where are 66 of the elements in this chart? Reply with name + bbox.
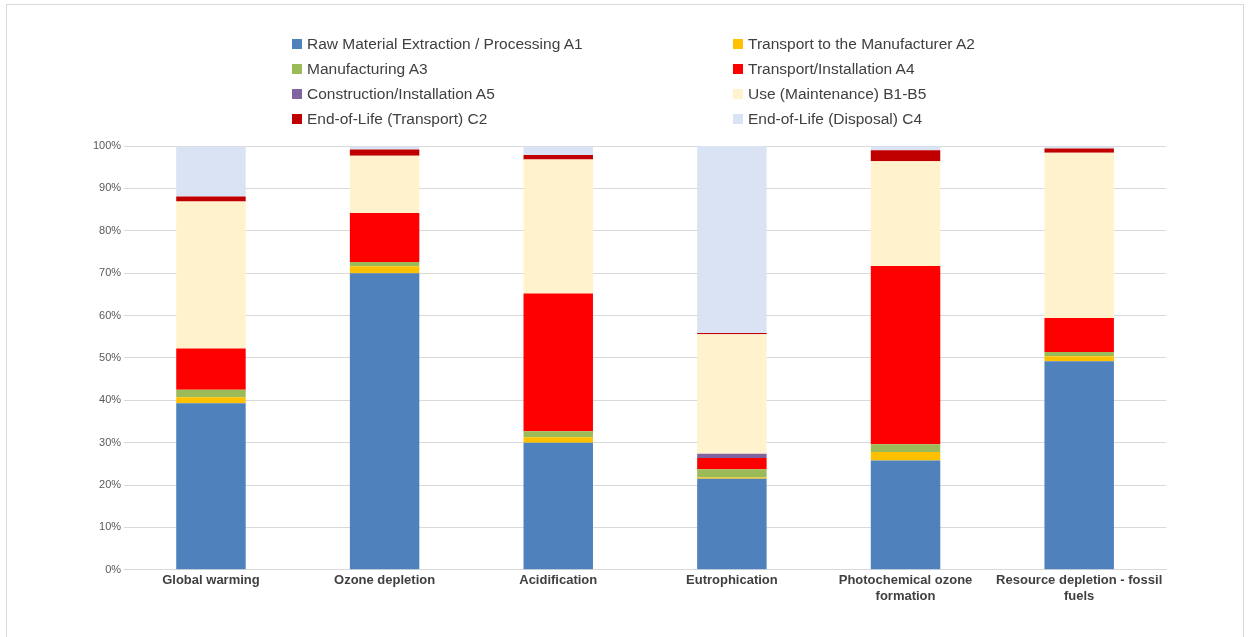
bar <box>176 389 246 398</box>
x-tick-label: Global warming <box>162 572 260 588</box>
bar <box>523 293 593 432</box>
bar <box>1044 148 1114 153</box>
bar <box>870 444 941 452</box>
bar <box>870 460 941 570</box>
bar <box>523 442 593 570</box>
bar <box>349 262 420 267</box>
bar <box>523 146 593 155</box>
bar <box>523 437 593 443</box>
bar <box>697 146 767 333</box>
bar <box>176 403 246 570</box>
y-tick-label: 40% <box>99 393 122 406</box>
bar <box>870 146 941 151</box>
y-tick-label: 100% <box>92 139 122 152</box>
y-tick-label: 60% <box>99 308 122 321</box>
legend-label: Raw Material Extraction / Processing A1 <box>307 35 583 53</box>
bar <box>349 212 420 263</box>
y-tick-label: 70% <box>99 266 122 279</box>
y-tick-label: 30% <box>99 435 122 448</box>
y-tick-label: 50% <box>99 350 122 363</box>
bar <box>523 431 593 438</box>
bar <box>1044 152 1114 319</box>
y-tick-label: 80% <box>99 223 122 236</box>
bar <box>349 266 420 274</box>
bar <box>1044 318 1114 352</box>
legend-label: Construction/Installation A5 <box>307 85 495 103</box>
bar <box>176 201 246 349</box>
bar <box>176 348 246 390</box>
bar <box>176 146 246 197</box>
bar <box>1044 361 1114 570</box>
bar <box>523 159 593 294</box>
y-tick-label: 20% <box>99 478 122 491</box>
bar <box>523 154 593 160</box>
bar <box>870 451 941 461</box>
x-tick-label: Photochemical ozone formation <box>838 572 973 603</box>
bar <box>697 469 767 478</box>
legend-label: End-of-Life (Disposal) C4 <box>748 110 923 128</box>
bar <box>697 457 767 470</box>
bar <box>349 155 420 213</box>
legend-label: Transport/Installation A4 <box>748 60 915 78</box>
bar <box>870 161 941 266</box>
bar <box>1044 146 1114 149</box>
x-tick-label: Eutrophication <box>686 572 778 588</box>
y-tick-label: 0% <box>105 562 122 575</box>
legend-label: Use (Maintenance) B1-B5 <box>748 85 927 103</box>
bar <box>349 149 420 156</box>
x-tick-label: Acidification <box>519 572 598 588</box>
x-tick-label: Resource depletion - fossil fuels <box>996 572 1163 603</box>
bar <box>870 265 941 445</box>
bar <box>1044 351 1114 357</box>
bar <box>349 146 420 150</box>
bar <box>697 334 767 454</box>
bar <box>176 397 246 404</box>
legend-label: Manufacturing A3 <box>307 60 428 78</box>
bar <box>697 453 767 458</box>
legend-label: End-of-Life (Transport) C2 <box>307 110 488 128</box>
x-tick-label: Ozone depletion <box>334 572 436 588</box>
bar <box>697 478 767 570</box>
bar <box>349 273 420 570</box>
bar <box>176 196 246 202</box>
bar <box>870 150 941 162</box>
legend-label: Transport to the Manufacturer A2 <box>748 35 975 53</box>
y-tick-label: 90% <box>99 181 122 194</box>
bar <box>1044 356 1114 362</box>
y-tick-label: 10% <box>99 520 122 533</box>
